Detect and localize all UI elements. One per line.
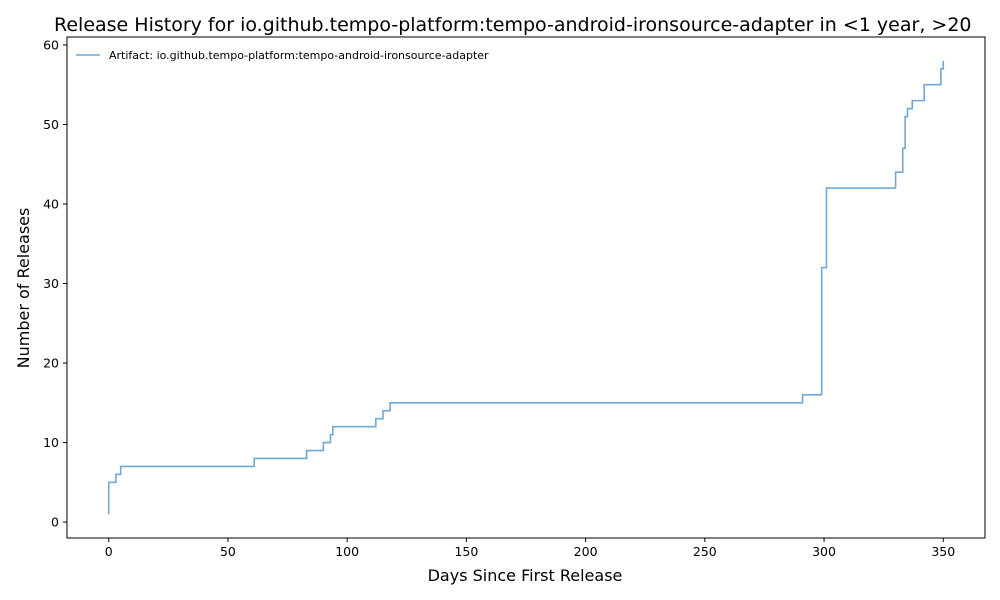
y-tick-label: 40 [43, 197, 59, 212]
y-tick-label: 20 [43, 356, 59, 371]
x-tick-label: 0 [105, 544, 113, 559]
x-tick-label: 250 [693, 544, 717, 559]
y-tick-label: 10 [43, 435, 59, 450]
x-tick-label: 200 [574, 544, 598, 559]
x-tick-label: 150 [454, 544, 478, 559]
y-axis-label: Number of Releases [14, 208, 33, 369]
x-axis-label: Days Since First Release [428, 566, 623, 585]
chart-title: Release History for io.github.tempo-plat… [54, 14, 972, 36]
legend-label: Artifact: io.github.tempo-platform:tempo… [109, 49, 489, 62]
series-layer [107, 60, 945, 515]
plot-area: 0 50 100 150 200 250 300 350 0 10 20 30 40 50 60 [43, 36, 986, 559]
legend: Artifact: io.github.tempo-platform:tempo… [76, 49, 489, 62]
plot-frame [66, 36, 986, 539]
y-tick-label: 50 [43, 117, 59, 132]
y-tick-label: 0 [51, 515, 59, 530]
y-tick-label: 30 [43, 276, 59, 291]
x-tick-label: 300 [812, 544, 836, 559]
series-line [107, 60, 945, 515]
y-tick-label: 60 [43, 37, 59, 52]
x-tick-label: 350 [931, 544, 955, 559]
x-tick-label: 100 [335, 544, 359, 559]
y-axis: 0 10 20 30 40 50 60 [43, 37, 67, 530]
x-axis: 0 50 100 150 200 250 300 350 [105, 538, 955, 559]
x-tick-label: 50 [220, 544, 236, 559]
